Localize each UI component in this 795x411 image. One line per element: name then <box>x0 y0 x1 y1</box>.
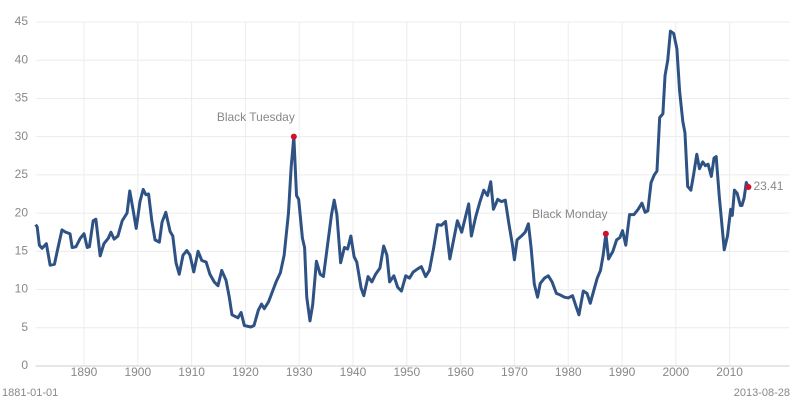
x-tick-label: 1890 <box>71 365 98 379</box>
y-tick-label: 35 <box>15 91 29 105</box>
x-tick-label: 2010 <box>716 365 743 379</box>
y-tick-label: 40 <box>15 52 29 66</box>
line-series <box>34 29 750 329</box>
y-tick-label: 30 <box>15 129 29 143</box>
y-tick-label: 45 <box>15 14 29 28</box>
y-tick-label: 10 <box>15 282 29 296</box>
event-marker <box>602 230 609 237</box>
y-tick-label: 5 <box>21 320 28 334</box>
event-marker <box>745 184 752 191</box>
x-tick-label: 1950 <box>393 365 420 379</box>
x-tick-label: 1900 <box>124 365 151 379</box>
x-tick-label: 1990 <box>609 365 636 379</box>
y-tick-label: 0 <box>21 358 28 372</box>
range-end-label: 2013-08-28 <box>734 387 790 399</box>
x-tick-label: 1910 <box>178 365 205 379</box>
x-tick-label: 2000 <box>662 365 689 379</box>
x-tick-label: 1930 <box>286 365 313 379</box>
range-start-label: 1881-01-01 <box>2 387 58 399</box>
y-tick-label: 15 <box>15 244 29 258</box>
x-tick-label: 1940 <box>340 365 367 379</box>
y-tick-label: 25 <box>15 167 29 181</box>
x-tick-label: 1960 <box>447 365 474 379</box>
event-marker <box>290 133 297 140</box>
x-tick-label: 1970 <box>501 365 528 379</box>
y-tick-label: 20 <box>15 205 29 219</box>
last-value-label: 23.41 <box>753 179 783 193</box>
x-tick-label: 1980 <box>555 365 582 379</box>
event-label: Black Tuesday <box>217 110 295 124</box>
x-tick-label: 1920 <box>232 365 259 379</box>
event-label: Black Monday <box>532 207 607 221</box>
